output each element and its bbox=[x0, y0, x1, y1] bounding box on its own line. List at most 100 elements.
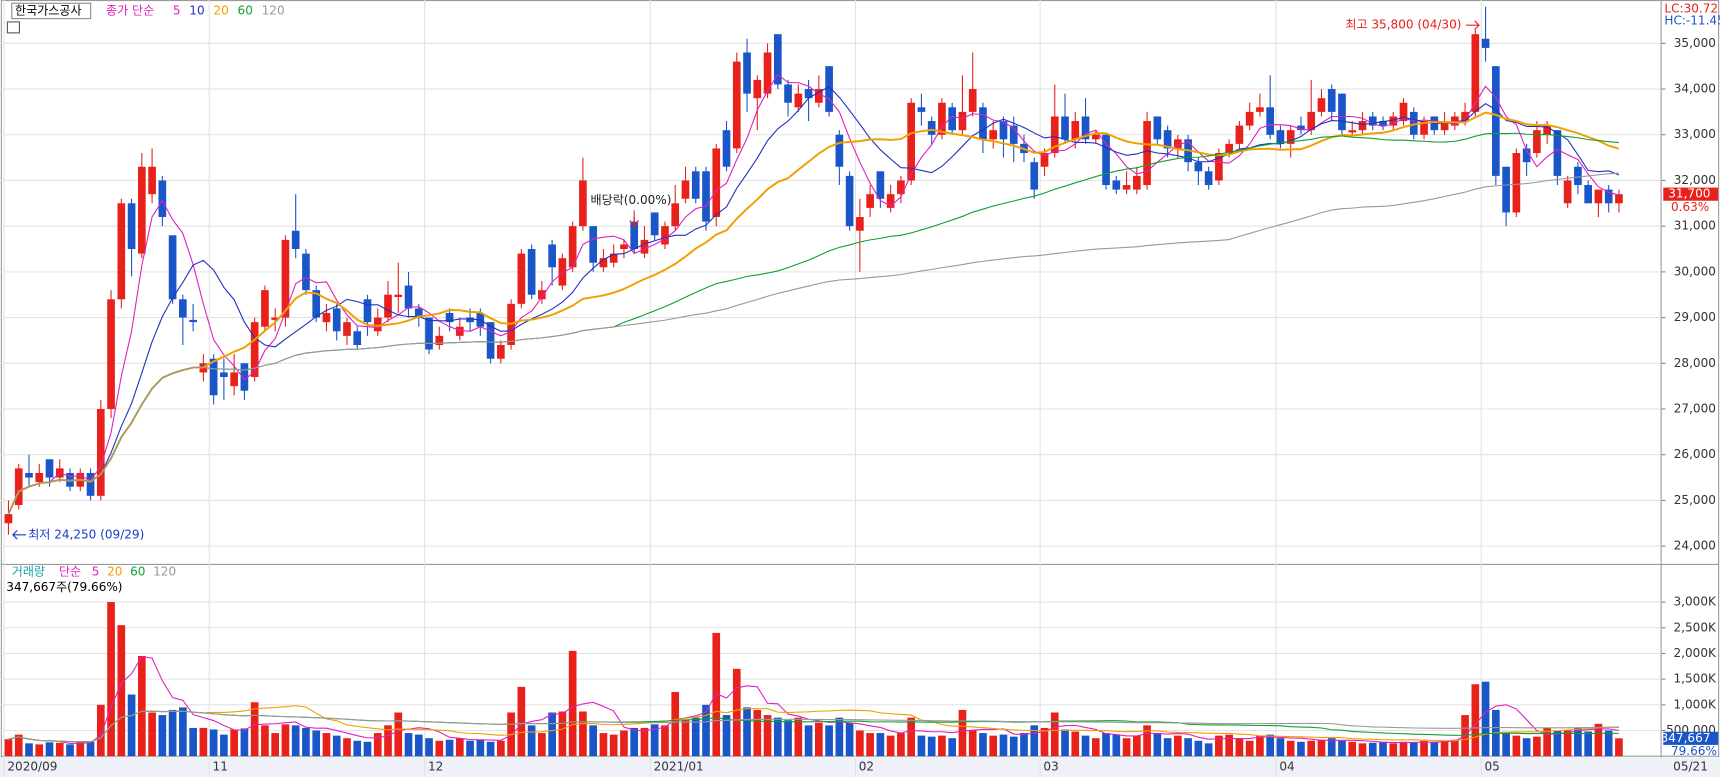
volume-bar bbox=[1132, 735, 1141, 757]
candle-body bbox=[784, 84, 792, 103]
price-ma-line bbox=[7, 111, 1620, 515]
candle-body bbox=[1358, 121, 1367, 131]
candle-body bbox=[1502, 166, 1510, 213]
candle-body bbox=[876, 171, 885, 199]
candle-body bbox=[189, 319, 197, 323]
volume-bar bbox=[1399, 741, 1408, 757]
volume-bar bbox=[999, 734, 1008, 757]
candle-body bbox=[1594, 189, 1603, 204]
candle-body bbox=[168, 235, 177, 300]
candle-body bbox=[948, 107, 957, 131]
volume-bar bbox=[630, 727, 639, 757]
volume-bar bbox=[497, 740, 505, 757]
volume-bar bbox=[1225, 734, 1233, 757]
v-tick-label: 2,500K bbox=[1674, 620, 1717, 634]
candle-body bbox=[661, 226, 669, 245]
volume-legend-period: 5 bbox=[92, 565, 100, 579]
price-ma-line bbox=[7, 86, 1620, 515]
candle-body bbox=[466, 317, 474, 323]
candle-body bbox=[1030, 162, 1039, 190]
volume-bar bbox=[168, 709, 177, 757]
candle-body bbox=[1132, 175, 1141, 190]
candle-body bbox=[127, 203, 136, 250]
volume-bar bbox=[332, 735, 341, 757]
volume-bar bbox=[938, 735, 946, 757]
volume-bar bbox=[763, 715, 772, 757]
volume-bar bbox=[1317, 739, 1326, 757]
candle-body bbox=[1009, 125, 1018, 144]
candle-body bbox=[1368, 116, 1377, 126]
volume-bar bbox=[1471, 684, 1480, 757]
candle-body bbox=[107, 299, 115, 409]
volume-bar bbox=[702, 704, 710, 757]
last-volume-text: 347,667주(79.66%) bbox=[6, 580, 122, 594]
candle-body bbox=[579, 180, 587, 227]
volume-bar bbox=[1050, 712, 1059, 757]
volume-legend-period: 20 bbox=[107, 565, 122, 579]
candle-body bbox=[4, 514, 13, 524]
candle-body bbox=[1553, 130, 1562, 176]
volume-bar bbox=[917, 735, 926, 757]
candle-body bbox=[373, 317, 382, 332]
volume-bar bbox=[1563, 730, 1572, 757]
volume-bar bbox=[189, 727, 197, 757]
volume-bar bbox=[1440, 740, 1449, 757]
candle-body bbox=[1143, 121, 1151, 186]
candle-body bbox=[312, 290, 321, 318]
candle-body bbox=[394, 294, 403, 298]
grid bbox=[0, 0, 1666, 777]
candle-body bbox=[302, 253, 310, 291]
labels: 한국가스공사 종가 단순 거래량 단순 347,667주(79.66%) LC:… bbox=[6, 1, 1720, 773]
price-legend-period: 10 bbox=[189, 3, 204, 17]
candle-body bbox=[538, 290, 546, 300]
last-volume-box bbox=[1663, 731, 1719, 745]
candle-body bbox=[1256, 107, 1264, 112]
candle-body bbox=[825, 66, 833, 112]
volume-bar bbox=[1604, 730, 1613, 757]
x-tick-label: 03 bbox=[1043, 760, 1058, 774]
candle-body bbox=[322, 313, 331, 323]
volume-bar bbox=[220, 734, 228, 757]
last-price-label: 31,700 bbox=[1668, 187, 1710, 201]
x-tick-label: 12 bbox=[428, 760, 443, 774]
price-legend-period: 120 bbox=[262, 3, 285, 17]
volume-bar bbox=[117, 625, 126, 757]
volume-bar bbox=[55, 742, 64, 757]
candle-body bbox=[1194, 162, 1203, 172]
candle-body bbox=[137, 166, 146, 254]
volume-bar bbox=[353, 740, 362, 757]
candle-body bbox=[702, 171, 710, 222]
candle-body bbox=[1327, 89, 1336, 112]
candle-body bbox=[1297, 125, 1305, 131]
volume-bar bbox=[650, 724, 659, 757]
candle-body bbox=[1225, 143, 1233, 154]
volume-bar bbox=[199, 727, 208, 757]
dividend-note: 배당락(0.00%) bbox=[591, 193, 672, 207]
volume-bar bbox=[568, 650, 577, 757]
volume-bar bbox=[989, 735, 998, 757]
volume-bar bbox=[455, 738, 464, 757]
volume-bar bbox=[476, 739, 485, 757]
candle-body bbox=[671, 203, 680, 227]
candle-body bbox=[1399, 102, 1408, 122]
last-date: 05/21 bbox=[1673, 760, 1708, 774]
volume-bar bbox=[517, 686, 526, 757]
volume-bar bbox=[312, 730, 321, 757]
volume-bar bbox=[1194, 740, 1203, 757]
volume-bar bbox=[261, 725, 269, 757]
volume-bar bbox=[968, 730, 977, 757]
volume-bar bbox=[107, 602, 115, 757]
volume-bar bbox=[1153, 733, 1162, 757]
candle-body bbox=[907, 102, 915, 181]
volume-bar bbox=[1512, 735, 1521, 757]
candle-body bbox=[179, 299, 187, 318]
candle-body bbox=[1420, 121, 1428, 135]
volume-bars bbox=[4, 602, 1623, 757]
candle-body bbox=[384, 294, 392, 318]
candle-body bbox=[240, 363, 249, 391]
candle-body bbox=[1174, 139, 1182, 149]
last-volume-change: 79.66% bbox=[1671, 744, 1717, 758]
candle-body bbox=[86, 472, 95, 496]
candle-body bbox=[794, 93, 803, 108]
